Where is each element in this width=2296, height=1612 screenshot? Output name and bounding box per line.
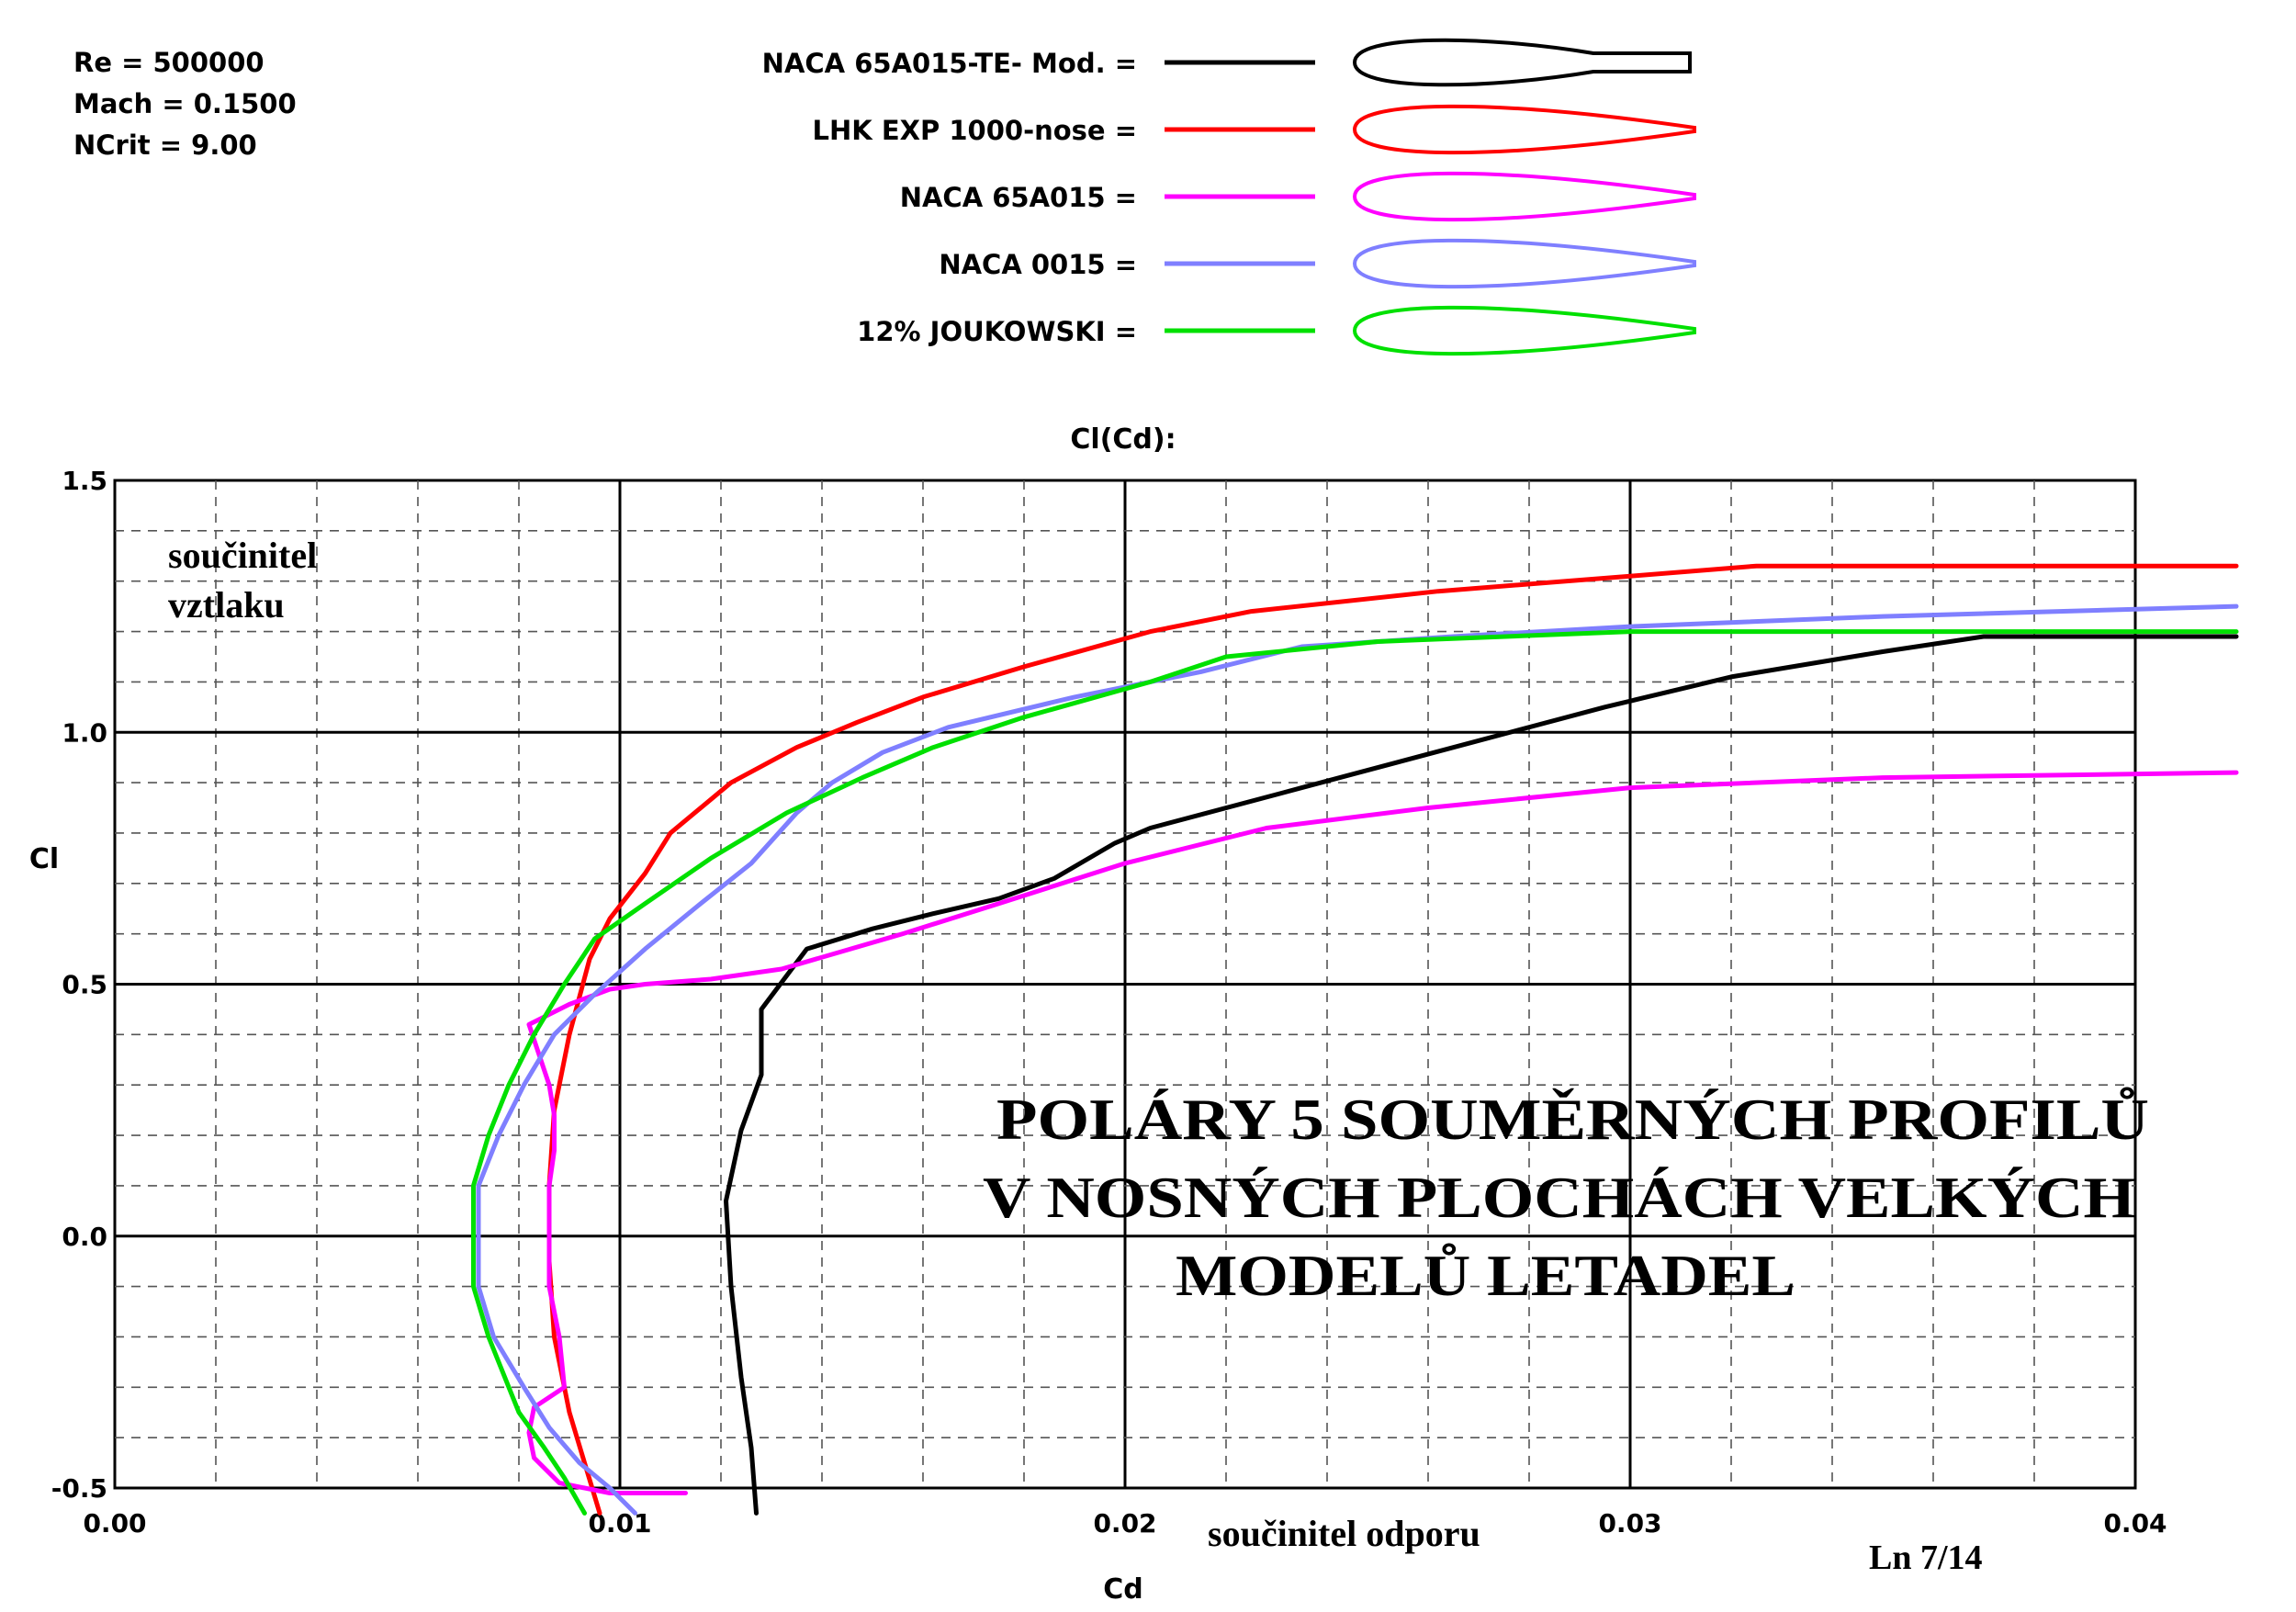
axis-ticks: -0.50.00.51.01.50.00 0.01 0.02 0.03 0.04 xyxy=(51,466,2167,1539)
legend-airfoil-shape xyxy=(1352,104,1696,155)
page-reference: Ln 7/14 xyxy=(1869,1539,1983,1577)
legend-label: NACA 65A015 = xyxy=(900,182,1137,213)
x-axis-label: Cd xyxy=(1103,1573,1143,1606)
chart-title: Cl(Cd): xyxy=(1070,423,1176,456)
y-tick-label: 1.5 xyxy=(62,466,107,496)
legend-airfoil-shape xyxy=(1352,305,1696,356)
headline-line-1: POLÁRY 5 SOUMĚRNÝCH PROFILŮ xyxy=(996,1087,2149,1152)
legend-label: NACA 0015 = xyxy=(939,249,1137,280)
series-lines xyxy=(471,563,2239,1516)
param-text: NCrit = 9.00 xyxy=(73,130,257,161)
x-tick-label: 0.03 xyxy=(1598,1508,1661,1539)
param-text: Mach = 0.1500 xyxy=(73,88,297,119)
series-line-3 xyxy=(526,770,2239,1495)
y-tick-label: 0.0 xyxy=(62,1222,107,1252)
legend-airfoil-shape xyxy=(1352,38,1692,87)
legend-label: NACA 65A015-TE- Mod. = xyxy=(762,48,1137,79)
legend-airfoil-shape xyxy=(1352,238,1696,289)
series-line-4 xyxy=(476,603,2239,1516)
legend-airfoil-shape xyxy=(1352,171,1696,222)
legend-label: LHK EXP 1000-nose = xyxy=(813,115,1137,146)
overlay-annotations: součinitel vztlaku součinitel odporu POLÁRY… xyxy=(168,535,2149,1577)
param-text: Re = 500000 xyxy=(73,47,264,78)
y-tick-label: 1.0 xyxy=(62,717,107,748)
y-axis-label: Cl xyxy=(29,843,59,875)
x-axis-czech-label: součinitel odporu xyxy=(1208,1513,1480,1554)
simulation-parameters: Re = 500000 Mach = 0.1500 NCrit = 9.00 xyxy=(73,47,297,161)
y-axis-czech-label-line1: součinitel xyxy=(168,535,317,576)
series-line-1 xyxy=(724,634,2239,1516)
series-line-2 xyxy=(546,563,2239,1516)
x-tick-label: 0.04 xyxy=(2103,1508,2167,1539)
x-tick-label: 0.02 xyxy=(1093,1508,1156,1539)
legend: NACA 65A015-TE- Mod. = LHK EXP 1000-nose … xyxy=(762,38,1696,356)
grid xyxy=(113,479,2137,1490)
y-tick-label: 0.5 xyxy=(62,970,107,1000)
series-line-5 xyxy=(471,629,2239,1516)
headline-line-3: MODELŮ LETADEL xyxy=(1176,1243,1795,1308)
legend-label: 12% JOUKOWSKI = xyxy=(857,316,1137,347)
y-axis-czech-label-line2: vztlaku xyxy=(168,584,285,626)
x-tick-label: 0.00 xyxy=(83,1508,146,1539)
headline-line-2: V NOSNÝCH PLOCHÁCH VELKÝCH xyxy=(983,1165,2135,1230)
y-tick-label: -0.5 xyxy=(51,1473,107,1504)
